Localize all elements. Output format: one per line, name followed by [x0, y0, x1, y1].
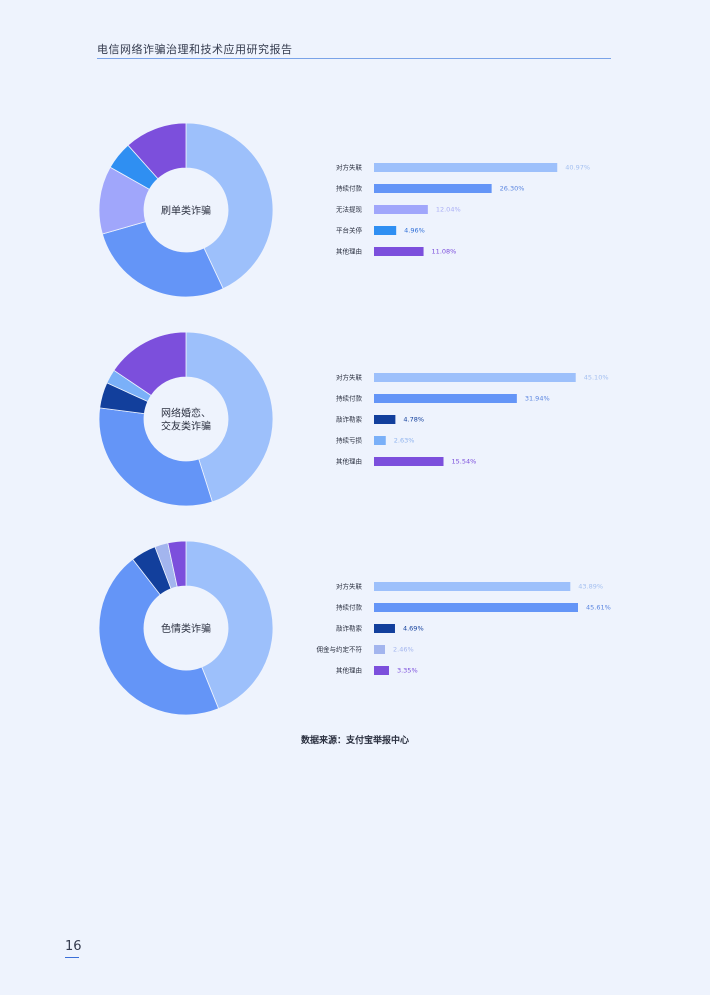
bar-4 — [374, 226, 397, 235]
bar-value-label: 15.54% — [452, 458, 477, 466]
bar-value-label: 43.89% — [578, 583, 603, 591]
page-number: 16 — [65, 939, 82, 954]
bar-category-label: 持续付款 — [336, 184, 363, 193]
bar-category-label: 其他理由 — [336, 457, 362, 466]
bar-category-label: 持续付款 — [336, 394, 363, 403]
bar-category-label: 其他理由 — [336, 666, 362, 675]
page-number-rule — [65, 957, 79, 958]
chart-group-2: 网络婚恋、交友类诈骗 对方失联 45.10% 持续付款 31.94% 敲诈勒索 4.78% 持… — [98, 331, 609, 507]
bar-category-label: 持续付款 — [336, 603, 363, 612]
bar-5 — [374, 247, 424, 256]
bar-value-label: 31.94% — [525, 395, 550, 403]
bar-category-label: 敲诈勒索 — [336, 415, 363, 424]
bar-value-label: 45.61% — [586, 604, 611, 612]
bar-category-label: 对方失联 — [336, 582, 363, 591]
donut-center-label: 刷单类诈骗 — [161, 204, 211, 217]
bar-value-label: 12.04% — [436, 206, 461, 214]
bar-2 — [374, 603, 578, 612]
bar-category-label: 无法提现 — [336, 205, 363, 214]
donut-center-label: 交友类诈骗 — [161, 420, 211, 433]
bar-category-label: 敲诈勒索 — [336, 624, 363, 633]
bar-category-label: 持续亏损 — [336, 436, 363, 445]
bar-value-label: 45.10% — [584, 374, 609, 382]
bar-value-label: 40.97% — [565, 164, 590, 172]
bar-2 — [374, 394, 517, 403]
bar-value-label: 26.30% — [500, 185, 525, 193]
bar-5 — [374, 666, 389, 675]
bar-1 — [374, 373, 576, 382]
chart-group-3: 色情类诈骗 对方失联 43.89% 持续付款 45.61% 敲诈勒索 4.69% 佣金与约定不… — [98, 540, 611, 716]
donut-hole — [144, 168, 228, 252]
bar-3 — [374, 205, 428, 214]
bar-value-label: 4.96% — [404, 227, 425, 235]
bar-5 — [374, 457, 444, 466]
bar-1 — [374, 582, 571, 591]
bar-category-label: 对方失联 — [336, 373, 363, 382]
bar-3 — [374, 624, 395, 633]
donut-hole — [144, 377, 228, 461]
bar-2 — [374, 184, 492, 193]
source-note: 数据来源：支付宝举报中心 — [300, 736, 409, 746]
chart-group-1: 刷单类诈骗 对方失联 40.97% 持续付款 26.30% 无法提现 12.04% 平台关停 4… — [98, 122, 590, 298]
donut-center-label: 色情类诈骗 — [161, 622, 211, 635]
header-rule — [97, 58, 611, 59]
bar-value-label: 2.46% — [393, 646, 414, 654]
bar-value-label: 2.63% — [394, 437, 415, 445]
bar-4 — [374, 436, 386, 445]
bar-category-label: 佣金与约定不符 — [317, 645, 363, 654]
bar-value-label: 4.69% — [403, 625, 424, 633]
bar-category-label: 平台关停 — [336, 226, 363, 235]
bar-4 — [374, 645, 386, 654]
donut-center-label: 网络婚恋、 — [161, 407, 211, 420]
bar-value-label: 11.08% — [432, 248, 457, 256]
bar-value-label: 4.78% — [403, 416, 424, 424]
bar-1 — [374, 163, 558, 172]
bar-category-label: 对方失联 — [336, 163, 363, 172]
bar-value-label: 3.35% — [397, 667, 418, 675]
bar-category-label: 其他理由 — [336, 247, 362, 256]
donut-hole — [144, 586, 228, 670]
bar-3 — [374, 415, 396, 424]
header-title: 电信网络诈骗治理和技术应用研究报告 — [97, 43, 293, 56]
